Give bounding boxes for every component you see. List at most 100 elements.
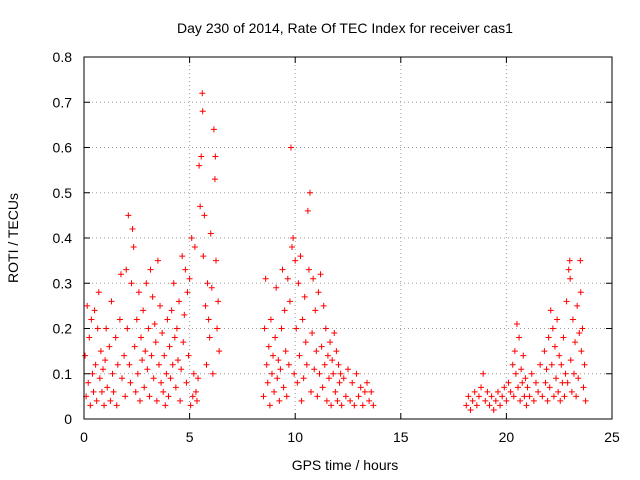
- data-point: [558, 361, 565, 368]
- data-point: [553, 375, 560, 382]
- data-point: [192, 388, 199, 395]
- data-point: [168, 307, 175, 314]
- data-point: [325, 375, 332, 382]
- data-point: [554, 316, 561, 323]
- x-axis-label: GPS time / hours: [292, 457, 399, 473]
- data-point: [345, 366, 351, 373]
- data-point: [535, 388, 542, 395]
- data-point: [582, 397, 589, 404]
- data-point: [556, 352, 563, 359]
- data-point: [465, 393, 472, 400]
- data-point: [509, 361, 516, 368]
- data-point: [526, 393, 533, 400]
- data-point: [165, 393, 172, 400]
- data-point: [84, 302, 91, 309]
- data-point: [279, 266, 286, 273]
- data-point: [471, 388, 478, 395]
- data-point: [469, 397, 476, 404]
- data-point: [147, 266, 154, 273]
- data-point: [564, 379, 571, 386]
- data-point: [340, 375, 347, 382]
- data-point: [521, 393, 528, 400]
- data-point: [179, 253, 186, 260]
- data-point: [127, 379, 134, 386]
- data-point: [87, 402, 94, 409]
- data-point: [295, 280, 302, 287]
- y-tick-label: 0.3: [53, 275, 73, 291]
- data-point: [555, 388, 562, 395]
- x-tick-label: 20: [499, 429, 515, 445]
- data-point: [189, 393, 196, 400]
- y-tick-label: 0.6: [53, 140, 73, 156]
- data-point: [300, 375, 307, 382]
- data-point: [560, 334, 567, 341]
- data-point: [499, 393, 506, 400]
- data-point: [202, 302, 209, 309]
- data-point: [322, 325, 329, 332]
- data-point: [206, 334, 213, 341]
- data-point: [94, 325, 101, 332]
- data-point: [160, 388, 167, 395]
- data-point: [143, 280, 150, 287]
- data-point: [563, 298, 570, 305]
- data-point: [108, 298, 115, 305]
- data-point: [510, 393, 517, 400]
- data-point: [519, 379, 526, 386]
- data-point: [142, 348, 149, 355]
- data-point: [93, 397, 100, 404]
- data-point: [271, 388, 278, 395]
- data-point: [545, 334, 552, 341]
- data-point: [203, 361, 210, 368]
- data-point: [289, 244, 296, 251]
- data-point: [144, 366, 151, 373]
- data-point: [575, 375, 582, 382]
- data-point: [308, 388, 315, 395]
- data-point: [347, 397, 354, 404]
- data-point: [335, 361, 342, 368]
- data-point: [134, 370, 141, 377]
- data-point: [353, 370, 360, 377]
- data-point: [293, 325, 300, 332]
- data-point: [573, 393, 580, 400]
- data-point: [294, 379, 301, 386]
- data-point: [565, 266, 572, 273]
- data-point: [562, 370, 569, 377]
- data-point: [543, 366, 550, 373]
- data-point: [145, 325, 152, 332]
- data-point: [511, 348, 518, 355]
- data-point: [302, 339, 309, 346]
- data-point: [273, 284, 280, 291]
- data-point: [155, 361, 162, 368]
- data-point: [528, 370, 535, 377]
- data-point: [312, 307, 319, 314]
- data-point: [327, 339, 334, 346]
- data-point: [544, 397, 551, 404]
- data-point: [208, 284, 215, 291]
- data-point: [282, 348, 289, 355]
- data-point: [86, 334, 93, 341]
- data-point: [537, 361, 544, 368]
- data-point: [210, 126, 217, 133]
- data-point: [91, 307, 98, 314]
- data-point: [149, 293, 156, 300]
- data-point: [275, 357, 282, 364]
- data-point: [198, 153, 205, 160]
- data-point: [524, 384, 531, 391]
- data-point: [110, 388, 117, 395]
- data-point: [482, 397, 489, 404]
- data-point: [520, 352, 527, 359]
- x-tick-label: 25: [604, 429, 620, 445]
- data-point: [319, 384, 326, 391]
- data-point: [488, 393, 495, 400]
- data-point: [180, 339, 187, 346]
- data-point: [216, 348, 223, 355]
- grid-lines: [84, 57, 612, 419]
- data-point: [96, 375, 103, 382]
- data-point: [334, 397, 341, 404]
- data-point: [270, 352, 277, 359]
- data-point: [550, 393, 557, 400]
- data-point: [568, 388, 575, 395]
- data-point: [330, 370, 337, 377]
- data-point: [186, 275, 193, 282]
- y-axis-label: ROTI / TECUs: [5, 193, 21, 283]
